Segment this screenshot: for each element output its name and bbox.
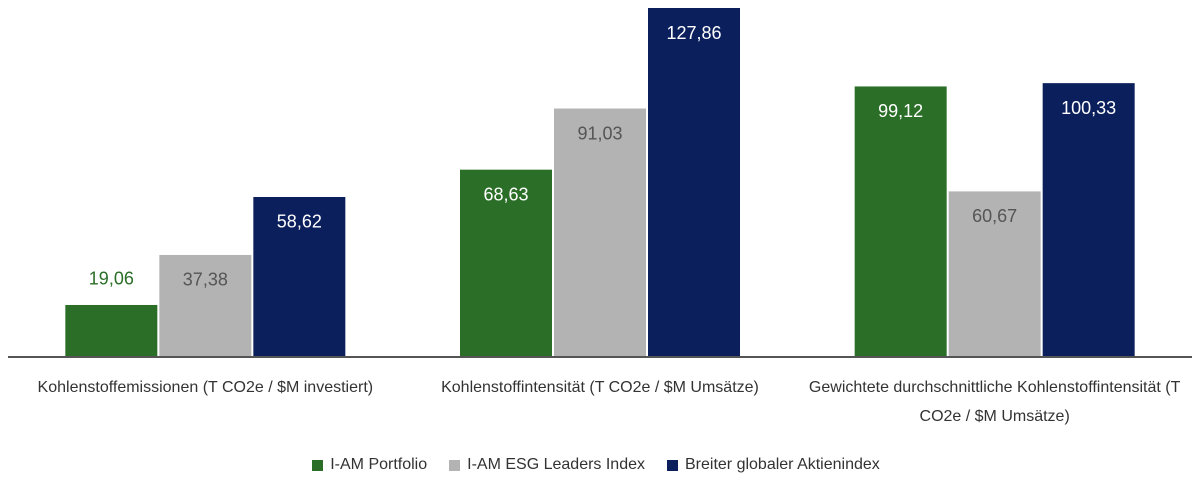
value-label: 19,06 bbox=[89, 269, 134, 289]
value-label: 127,86 bbox=[666, 23, 721, 43]
value-label: 99,12 bbox=[878, 101, 923, 121]
bar bbox=[253, 196, 346, 357]
legend-item: I-AM ESG Leaders Index bbox=[449, 456, 645, 474]
x-tick-label: Kohlenstoffemissionen (T CO2e / $M inves… bbox=[37, 379, 374, 396]
bar bbox=[460, 169, 552, 357]
bar bbox=[948, 191, 1041, 357]
legend-label: I-AM Portfolio bbox=[330, 456, 428, 473]
value-label: 58,62 bbox=[277, 212, 322, 232]
legend-label: I-AM ESG Leaders Index bbox=[467, 456, 645, 473]
legend-label: Breiter globaler Aktienindex bbox=[685, 456, 880, 473]
bar bbox=[554, 108, 646, 357]
value-label: 100,33 bbox=[1061, 98, 1116, 118]
legend-item: Breiter globaler Aktienindex bbox=[667, 456, 880, 474]
value-label: 91,03 bbox=[577, 123, 622, 143]
legend-item: I-AM Portfolio bbox=[312, 456, 427, 474]
x-tick-label: Gewichtete durchschnittliche Kohlenstoff… bbox=[808, 379, 1181, 425]
legend-swatch bbox=[312, 459, 324, 471]
legend-swatch bbox=[667, 459, 678, 471]
bar bbox=[65, 304, 158, 357]
bar bbox=[1042, 83, 1135, 357]
bar bbox=[648, 8, 740, 357]
value-label: 68,63 bbox=[483, 184, 528, 204]
x-tick-label: Kohlenstoffintensität (T CO2e / $M Umsät… bbox=[441, 379, 759, 396]
bar bbox=[159, 254, 252, 357]
bar bbox=[854, 86, 947, 357]
legend: I-AM Portfolio I-AM ESG Leaders Index Brei… bbox=[0, 456, 1192, 474]
value-label: 60,67 bbox=[972, 206, 1017, 226]
value-label: 37,38 bbox=[183, 270, 228, 290]
legend-swatch bbox=[449, 459, 461, 471]
